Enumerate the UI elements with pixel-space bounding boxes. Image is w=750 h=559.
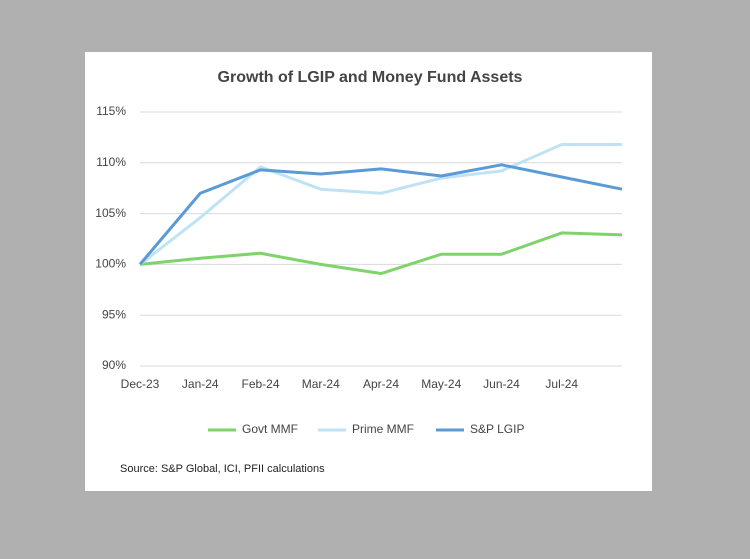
legend-label: Prime MMF [352,422,414,436]
y-tick-label: 110% [96,155,126,169]
legend-label: Govt MMF [242,422,298,436]
x-tick-label: Jun-24 [483,377,520,391]
source-note: Source: S&P Global, ICI, PFII calculatio… [120,463,325,475]
x-tick-label: Apr-24 [363,377,399,391]
x-tick-label: May-24 [421,377,461,391]
y-tick-label: 115% [96,104,126,118]
legend-label: S&P LGIP [470,422,524,436]
series-line [139,231,623,276]
y-tick-label: 100% [95,257,126,271]
y-tick-label: 95% [102,307,126,321]
y-tick-label: 105% [95,206,126,220]
chart-title: Growth of LGIP and Money Fund Assets [218,69,523,86]
y-tick-label: 90% [102,358,126,372]
series-line [139,143,622,266]
x-tick-label: Mar-24 [302,377,340,391]
x-tick-label: Jul-24 [545,377,578,391]
x-tick-label: Dec-23 [121,377,160,391]
series-line [138,163,623,266]
x-tick-label: Jan-24 [182,377,219,391]
x-tick-label: Feb-24 [241,377,279,391]
